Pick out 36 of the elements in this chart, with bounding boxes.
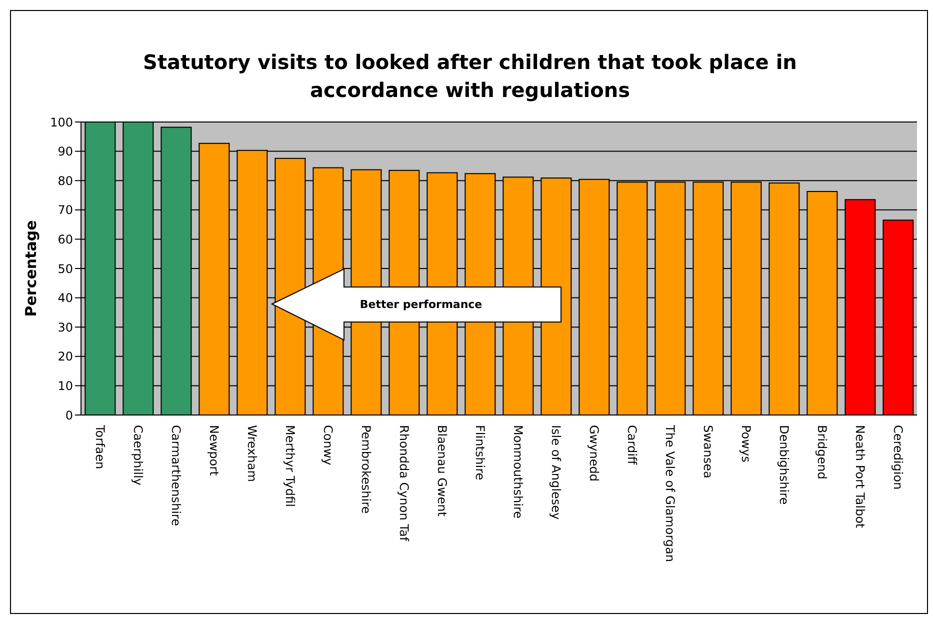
y-tick-label: 20 [58, 350, 73, 364]
x-tick-label: The Vale of Glamorgan [663, 424, 677, 562]
y-tick-label: 60 [58, 232, 73, 246]
y-tick-label: 100 [50, 115, 73, 130]
x-tick-label: Powys [739, 425, 753, 462]
x-tick-label: Cardiff [625, 425, 639, 466]
y-tick-label: 90 [58, 144, 73, 159]
y-tick-label: 30 [58, 320, 73, 334]
x-tick-label: Newport [207, 425, 221, 476]
x-tick-label: Conwy [321, 425, 335, 466]
y-tick-label: 70 [58, 203, 73, 218]
x-tick-label: Pembrokeshire [359, 425, 373, 514]
x-tick-label: Bridgend [815, 425, 829, 480]
x-tick-label: Flintshire [473, 425, 487, 480]
x-tick-label: Merthyr Tydfil [283, 425, 297, 507]
annotation: Better performance [360, 298, 482, 310]
y-tick-label: 50 [58, 262, 73, 276]
x-tick-label: Ceredigion [891, 425, 905, 490]
x-tick-label: Isle of Anglesey [549, 425, 563, 520]
x-tick-label: Monmouthshire [511, 425, 525, 518]
x-tick-label: Rhondda Cynon Taf [397, 425, 411, 542]
x-tick-label: Wrexham [245, 425, 259, 482]
x-tick-label: Swansea [701, 425, 715, 478]
x-tick-label: Neath Port Talbot [853, 425, 867, 528]
x-tick-label: Torfaen [93, 424, 107, 470]
x-tick-label: Denbighshire [777, 425, 791, 505]
y-tick-label: 0 [65, 408, 73, 422]
x-tick-label: Carmarthenshire [169, 425, 183, 526]
y-axis-title: Percentage [22, 220, 40, 317]
x-tick-label: Blaenau Gwent [435, 425, 449, 517]
y-tick-label: 10 [58, 378, 73, 393]
chart-title: Statutory visits to looked after children that took place in accordance with regulations [142, 49, 798, 104]
x-tick-label: Caerphilly [131, 425, 145, 486]
y-tick-label: 40 [58, 291, 73, 306]
y-tick-label: 80 [58, 174, 73, 188]
x-tick-label: Gwynedd [587, 425, 601, 482]
